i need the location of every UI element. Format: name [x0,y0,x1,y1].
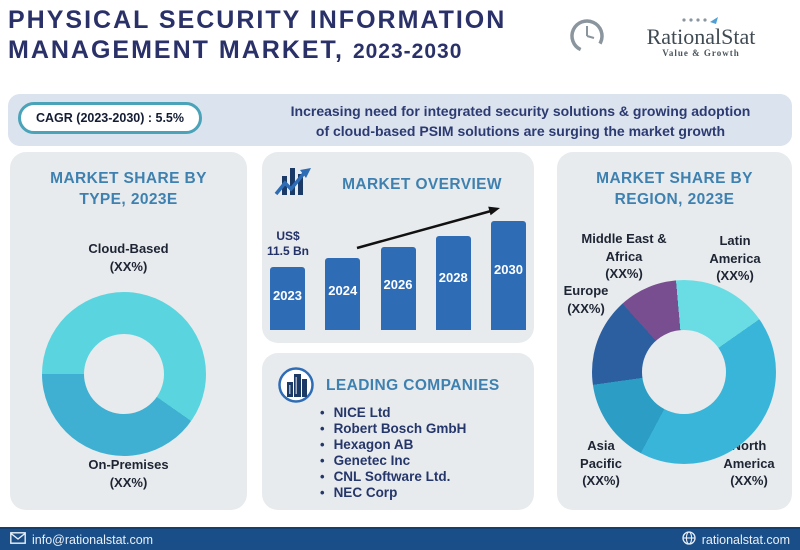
type-panel-title: MARKET SHARE BY TYPE, 2023E [50,170,207,208]
company-item: NEC Corp [320,485,466,501]
segment-label-cloud-based: Cloud-Based (XX%) [88,241,169,274]
segment-label-europe: Europe (XX%) [563,283,609,316]
bar-chart: 2023 2024 2026 2028 2030 [270,152,526,330]
banner-text: Increasing need for integrated security … [290,103,751,139]
segment-label-asia-pacific: Asia Pacific (XX%) [580,438,622,488]
envelope-icon [10,532,26,547]
donut-hole [84,334,164,414]
highlight-banner: CAGR (2023-2030) : 5.5% Increasing need … [8,94,792,146]
page-title-years: 2023-2030 [352,40,463,63]
region-panel-title: MARKET SHARE BY REGION, 2023E [596,170,753,208]
clock-swirl-icon [566,10,608,63]
panel-market-share-by-region: MARKET SHARE BY REGION, 2023E Middle Eas… [557,152,792,510]
region-donut-chart [592,280,776,464]
footer-email[interactable]: info@rationalstat.com [10,532,153,547]
cagr-badge: CAGR (2023-2030) : 5.5% [18,102,202,134]
company-item: CNL Software Ltd. [320,469,466,485]
company-item: Hexagon AB [320,437,466,453]
buildings-icon [276,365,316,410]
value-annotation-2023: US$ 11.5 Bn [266,229,310,258]
footer-bar: info@rationalstat.com rationalstat.com [0,527,800,550]
logo-dots-arrow-icon [682,16,718,24]
segment-label-middle-east-africa: Middle East & Africa (XX%) [581,231,667,281]
company-item: Robert Bosch GmbH [320,421,467,437]
panel-market-share-by-type: MARKET SHARE BY TYPE, 2023E Cloud-Based … [10,152,247,510]
companies-panel-title: LEADING COMPANIES [326,377,500,394]
page-title-line2: MANAGEMENT MARKET, 2023-2030 [8,36,463,64]
company-item: NICE Ltd [320,405,466,421]
bar-year-label: 2030 [494,262,523,277]
panel-leading-companies: LEADING COMPANIES NICE LtdRobert Bosch G… [262,353,534,510]
company-item: Genetec Inc [320,453,466,469]
bar-chart-growth-icon [274,162,318,205]
type-donut-chart [42,292,206,456]
footer-website-text: rationalstat.com [701,532,790,547]
bar-2030: 2030 [491,221,526,330]
page-title: PHYSICAL SECURITY INFORMATION MANAGEMENT… [8,5,506,67]
rationalstat-logo: RationalStat Value & Growth [566,10,790,63]
donut-hole [642,330,726,414]
logo-tagline: Value & Growth [662,47,740,58]
footer-website[interactable]: rationalstat.com [682,531,790,548]
segment-label-on-premises: On-Premises (XX%) [88,457,169,490]
bar-2023: 2023 [270,267,305,330]
segment-label-latin-america: Latin America (XX%) [709,233,761,283]
logo-name: RationalStat [646,23,756,49]
globe-icon [682,531,696,548]
companies-list: NICE LtdRobert Bosch GmbHHexagon ABGenet… [320,405,467,501]
bar-2028: 2028 [435,236,471,330]
bar-year-label: 2028 [438,270,468,285]
panel-market-overview: MARKET OVERVIEW US$ 11.5 Bn 2023 2024 2026… [262,152,534,343]
bar-2026: 2026 [380,247,416,330]
overview-panel-title: MARKET OVERVIEW [342,176,502,193]
bar-2024: 2024 [325,258,361,330]
bar-year-label: 2026 [383,277,413,292]
footer-email-text: info@rationalstat.com [32,532,154,547]
page-title-line1: PHYSICAL SECURITY INFORMATION [8,6,507,34]
bar-year-label: 2024 [328,283,358,298]
bar-year-label: 2023 [273,288,302,303]
